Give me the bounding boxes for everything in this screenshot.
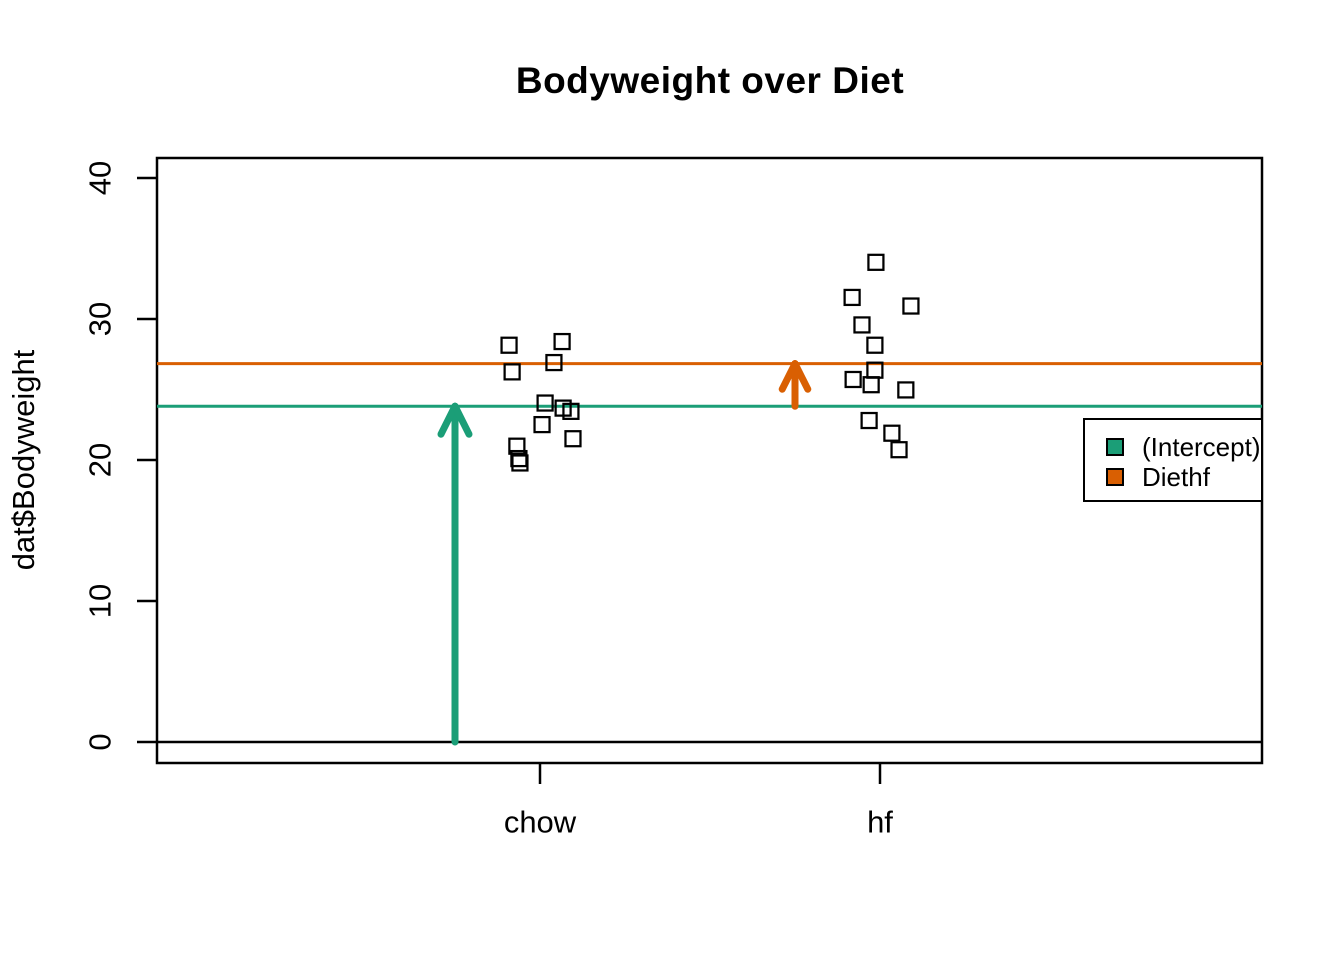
diethf-arrow-head: [791, 360, 812, 393]
diethf-arrow-head: [778, 360, 799, 393]
legend-item-intercept: (Intercept): [1106, 432, 1261, 462]
data-point-square-hf: [862, 376, 880, 394]
data-point-square-chow: [553, 332, 571, 351]
data-point-square-chow: [511, 454, 529, 472]
data-point-square-hf: [866, 336, 884, 354]
y-tick-label: 20: [83, 443, 118, 477]
data-point-square-hf: [867, 253, 885, 271]
legend-swatch-intercept: [1106, 438, 1124, 456]
data-point-square-hf: [844, 370, 862, 389]
data-point-square-chow: [554, 399, 572, 417]
y-tick-label: 40: [83, 161, 118, 195]
data-point-square-hf: [843, 288, 861, 307]
legend-swatch-diethf: [1106, 468, 1124, 486]
data-point-square-hf: [902, 297, 920, 315]
intercept-arrow-head: [451, 402, 473, 438]
data-point-square-hf: [853, 316, 871, 334]
data-point-square-hf: [860, 411, 878, 430]
legend-label-intercept: (Intercept): [1142, 432, 1261, 462]
x-category-label: chow: [504, 805, 577, 840]
legend-label-diethf: Diethf: [1142, 462, 1210, 492]
data-point-square-hf: [883, 424, 901, 442]
x-category-label: hf: [867, 805, 893, 840]
y-tick-label: 10: [83, 584, 118, 618]
data-point-square-chow: [533, 415, 551, 434]
data-point-square-hf: [890, 441, 908, 459]
data-point-square-chow: [500, 336, 518, 354]
y-tick-label: 30: [83, 302, 118, 336]
data-point-square-chow: [545, 353, 563, 372]
data-point-square-chow: [510, 449, 528, 468]
data-point-square-chow: [564, 430, 582, 448]
legend-box: (Intercept) Diethf: [1083, 418, 1263, 502]
data-point-square-hf: [897, 381, 915, 399]
chart-title: Bodyweight over Diet: [515, 60, 905, 101]
y-axis-label: dat$Bodyweight: [6, 349, 41, 571]
data-point-square-chow: [508, 437, 526, 455]
y-tick-label: 0: [83, 733, 118, 750]
legend-item-diethf: Diethf: [1106, 462, 1261, 492]
intercept-arrow-head: [437, 402, 459, 438]
data-point-square-chow: [503, 363, 521, 381]
data-point-square-chow: [536, 394, 554, 412]
